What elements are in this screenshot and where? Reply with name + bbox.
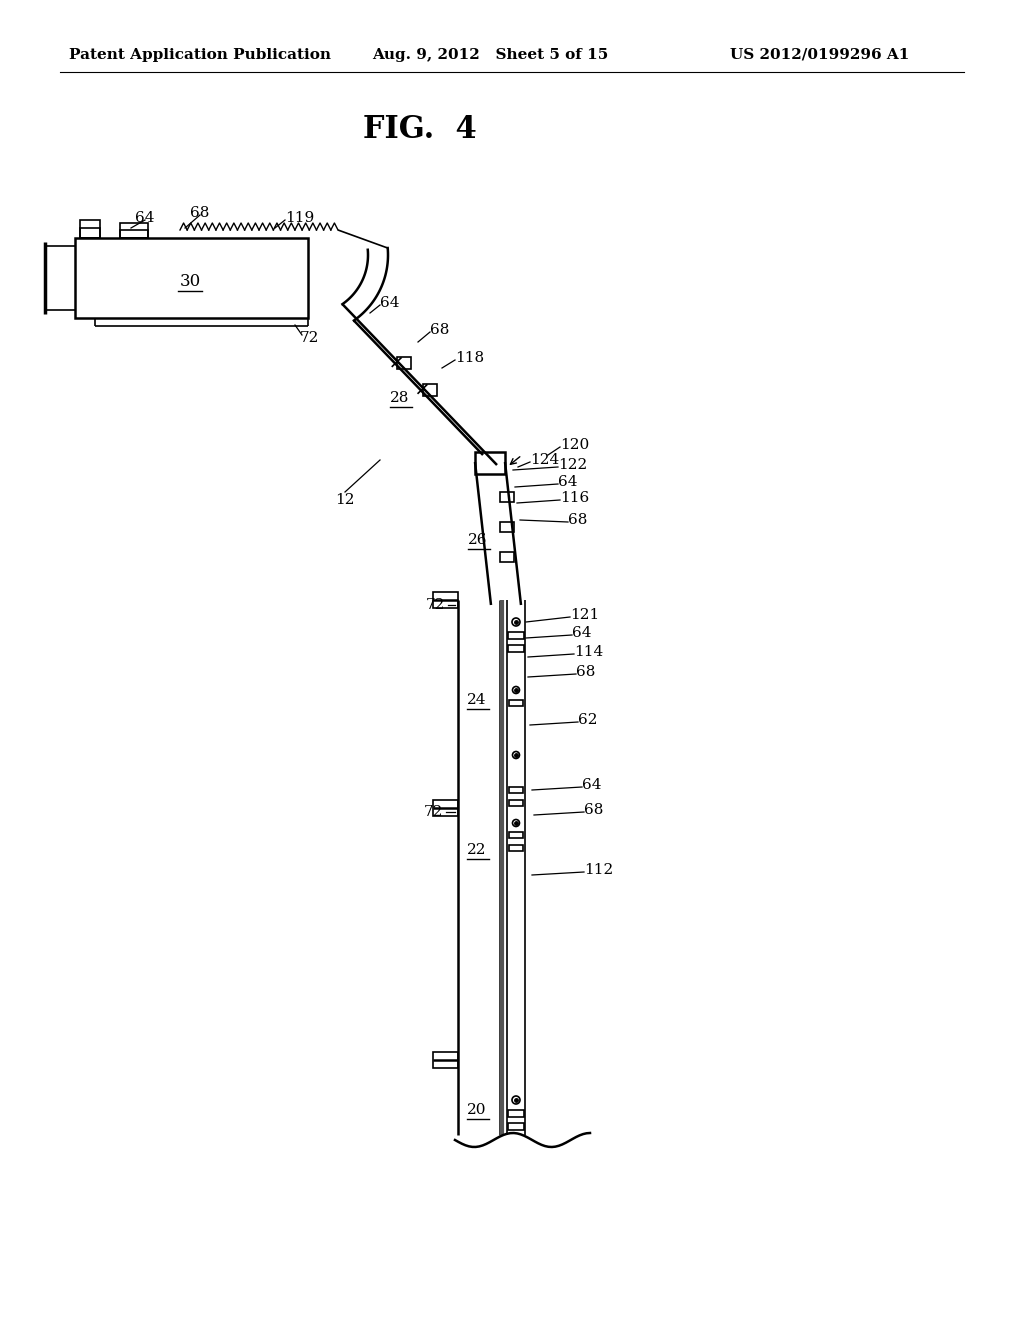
Text: 72: 72 — [424, 805, 443, 818]
Bar — [120, 223, 148, 238]
Bar — [508, 1123, 524, 1130]
Bar — [433, 1052, 458, 1068]
Bar — [120, 230, 148, 238]
Bar — [509, 700, 523, 706]
Text: 124: 124 — [530, 453, 559, 467]
Bar — [80, 220, 100, 238]
Text: US 2012/0199296 A1: US 2012/0199296 A1 — [730, 48, 909, 62]
Bar — [508, 1110, 524, 1117]
Text: 24: 24 — [467, 693, 486, 708]
Text: 22: 22 — [467, 843, 486, 857]
Bar — [509, 800, 523, 807]
Text: 68: 68 — [430, 323, 450, 337]
Text: 118: 118 — [455, 351, 484, 366]
Text: Aug. 9, 2012   Sheet 5 of 15: Aug. 9, 2012 Sheet 5 of 15 — [372, 48, 608, 62]
Text: 64: 64 — [572, 626, 592, 640]
Text: 12: 12 — [335, 492, 354, 507]
Text: Patent Application Publication: Patent Application Publication — [69, 48, 331, 62]
Bar — [508, 645, 524, 652]
Text: 64: 64 — [582, 777, 601, 792]
Text: 121: 121 — [570, 609, 599, 622]
Bar — [509, 832, 523, 838]
Bar — [509, 845, 523, 851]
Text: 20: 20 — [467, 1104, 486, 1117]
Text: 72: 72 — [300, 331, 319, 345]
Text: 26: 26 — [468, 533, 487, 546]
Text: 112: 112 — [584, 863, 613, 876]
Text: 64: 64 — [135, 211, 155, 224]
Bar — [80, 228, 100, 238]
Bar — [433, 800, 458, 816]
Text: 30: 30 — [179, 273, 201, 290]
Text: 62: 62 — [578, 713, 597, 727]
Text: FIG.  4: FIG. 4 — [364, 115, 477, 145]
Bar — [500, 492, 514, 502]
Bar — [433, 591, 458, 609]
Bar — [500, 552, 514, 562]
Text: 28: 28 — [390, 391, 410, 405]
Bar — [423, 384, 437, 396]
Text: 122: 122 — [558, 458, 587, 473]
Text: 68: 68 — [575, 665, 595, 678]
Bar — [397, 356, 411, 370]
Text: 114: 114 — [574, 645, 603, 659]
Bar — [500, 521, 514, 532]
Text: 68: 68 — [190, 206, 210, 220]
Text: 68: 68 — [584, 803, 603, 817]
Bar — [508, 632, 524, 639]
Text: 116: 116 — [560, 491, 589, 506]
Text: 72: 72 — [426, 598, 445, 612]
Bar — [75, 238, 308, 318]
Text: 64: 64 — [380, 296, 399, 310]
Text: 119: 119 — [285, 211, 314, 224]
Bar — [509, 787, 523, 793]
Text: 64: 64 — [558, 475, 578, 488]
Text: 120: 120 — [560, 438, 589, 451]
Text: 68: 68 — [568, 513, 588, 527]
